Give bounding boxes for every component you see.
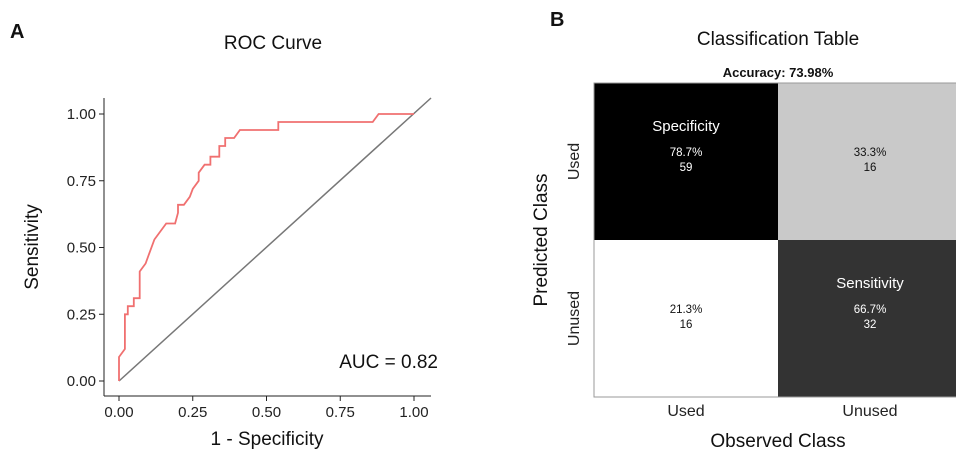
roc-x-tick-label: 0.00: [104, 404, 133, 421]
cls-cell: 33.3% 16: [778, 83, 956, 240]
roc-x-tick-label: 0.25: [178, 404, 207, 421]
cls-cell-percent: 33.3%: [854, 147, 887, 159]
roc-x-axis-label: 1 - Specificity: [211, 429, 324, 450]
roc-x-ticks: 0.00 0.25 0.50 0.75 1.00: [104, 396, 429, 421]
cls-cell-percent: 66.7%: [854, 304, 887, 316]
roc-auc-annotation: AUC = 0.82: [339, 352, 438, 373]
cls-cell: Specificity 78.7% 59: [594, 83, 778, 240]
roc-y-axis-label: Sensitivity: [22, 204, 43, 290]
roc-y-ticks: 0.00 0.25 0.50 0.75 1.00: [67, 106, 104, 390]
cls-cells: Specificity 78.7% 59 33.3% 16 21.3% 16 Sensitiv…: [594, 83, 956, 397]
cls-cell-count: 16: [864, 162, 877, 174]
cls-cell: 21.3% 16: [594, 240, 778, 397]
cls-cell-count: 16: [680, 319, 693, 331]
roc-y-tick-label: 0.25: [67, 306, 96, 323]
cls-accuracy: Accuracy: 73.98%: [723, 65, 834, 80]
cls-x-category-label: Unused: [842, 403, 897, 420]
cls-y-category-label: Used: [566, 143, 583, 180]
cls-x-category-label: Used: [667, 403, 704, 420]
cls-x-axis-label: Observed Class: [710, 431, 845, 452]
cls-cell-percent: 21.3%: [670, 304, 703, 316]
roc-x-tick-label: 0.75: [326, 404, 355, 421]
roc-y-tick-label: 0.00: [67, 373, 96, 390]
cls-cell-count: 32: [864, 319, 877, 331]
roc-x-tick-label: 1.00: [399, 404, 428, 421]
roc-x-tick-label: 0.50: [252, 404, 281, 421]
cls-cell-fill: [594, 240, 778, 397]
cls-cell-fill: [594, 83, 778, 240]
cls-title: Classification Table: [697, 29, 859, 50]
cls-y-axis-label: Predicted Class: [531, 173, 552, 306]
cls-cell-fill: [778, 83, 956, 240]
cls-cell: Sensitivity 66.7% 32: [778, 240, 956, 397]
cls-cell-label: Sensitivity: [836, 275, 904, 292]
cls-y-categories: Used Unused: [566, 143, 583, 346]
cls-frame: [593, 82, 956, 398]
cls-cell-label: Specificity: [652, 118, 720, 135]
roc-curve: [118, 113, 414, 381]
classification-table: Classification Table Accuracy: 73.98% Sp…: [531, 29, 956, 452]
roc-y-tick-label: 0.50: [67, 240, 96, 257]
cls-y-category-label: Unused: [566, 291, 583, 346]
roc-chart: ROC Curve 0.00 0.25 0.50 0.75 1.00 0.000.250…: [22, 33, 438, 450]
panel-label-b: B: [550, 9, 564, 31]
cls-x-categories: Used Unused: [667, 403, 897, 420]
roc-y-tick-label: 0.75: [67, 173, 96, 190]
panel-label-a: A: [10, 21, 24, 43]
roc-diagonal-line: [118, 97, 432, 382]
cls-cell-percent: 78.7%: [670, 147, 703, 159]
roc-y-tick-label: 1.00: [67, 106, 96, 123]
cls-cell-fill: [778, 240, 956, 397]
cls-cell-count: 59: [680, 162, 693, 174]
roc-title: ROC Curve: [224, 33, 322, 54]
